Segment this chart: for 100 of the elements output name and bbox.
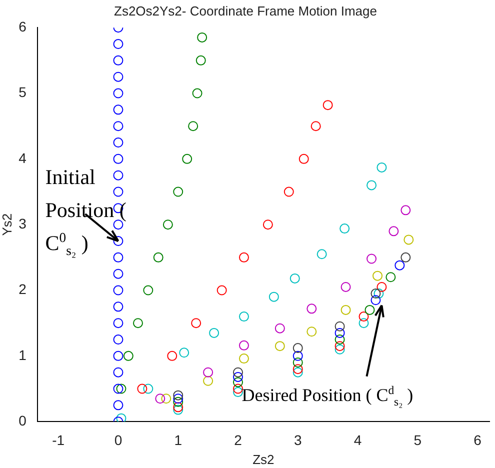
x-tick-label: 3 [294, 432, 302, 448]
point [137, 384, 148, 394]
point [143, 285, 154, 296]
point [400, 205, 411, 216]
point [173, 396, 184, 407]
point [262, 220, 273, 230]
point [182, 154, 192, 164]
point [232, 384, 243, 394]
y-tick-label: 2 [18, 281, 27, 298]
point [310, 121, 321, 132]
point [370, 295, 381, 306]
point [113, 55, 124, 66]
point [191, 318, 202, 328]
point [388, 226, 399, 236]
point [113, 236, 124, 246]
chart-title: Zs2Os2Ys2- Coordinate Frame Motion Image [114, 3, 377, 18]
point [196, 55, 206, 66]
point [340, 304, 351, 315]
point [334, 334, 345, 345]
point [306, 304, 317, 314]
point [113, 334, 124, 345]
y-tick-label: 3 [18, 215, 27, 232]
point [113, 400, 124, 410]
point [386, 272, 396, 282]
point [155, 394, 166, 404]
y-tick-label: 1 [18, 346, 27, 363]
point [197, 32, 208, 42]
point [334, 341, 345, 352]
point [203, 376, 214, 386]
point [376, 162, 387, 172]
point [173, 394, 184, 404]
point [306, 326, 317, 337]
point [400, 252, 411, 262]
point [292, 350, 303, 361]
point [404, 234, 414, 245]
point [116, 413, 126, 422]
point [268, 292, 279, 302]
point [113, 138, 124, 148]
point [334, 321, 345, 332]
point [113, 350, 124, 361]
x-tick-label: 6 [474, 432, 482, 448]
point [113, 384, 124, 394]
annotation: Initial Position ( C$^{0}$$_{s₂}$ ) [45, 164, 128, 260]
point [216, 285, 227, 296]
point [284, 186, 294, 197]
point [232, 387, 243, 398]
point [372, 270, 383, 281]
point [113, 104, 124, 115]
point [370, 288, 381, 299]
point [113, 39, 124, 50]
point [113, 302, 124, 312]
point [167, 350, 178, 361]
point [376, 282, 387, 292]
point [274, 341, 285, 352]
point [292, 343, 303, 354]
x-tick-label: 5 [414, 432, 422, 448]
y-tick-label: 5 [18, 84, 27, 100]
point [113, 367, 124, 378]
point [290, 273, 300, 284]
y-tick-label: 4 [18, 150, 27, 166]
point [203, 367, 214, 378]
point [322, 100, 333, 110]
point [113, 318, 124, 328]
x-tick-label: 0 [114, 432, 122, 448]
x-tick-label: 1 [174, 432, 182, 448]
y-axis-title: Ys2 [0, 213, 14, 236]
point [132, 318, 143, 328]
point [113, 285, 124, 296]
point [358, 318, 369, 328]
point [292, 367, 303, 378]
point [161, 394, 172, 404]
point [162, 220, 173, 230]
x-tick-label: 2 [234, 432, 242, 448]
point [238, 252, 249, 262]
point [340, 224, 350, 234]
point [292, 364, 303, 374]
point [394, 260, 405, 270]
point [113, 220, 124, 230]
point [298, 154, 309, 164]
point [366, 254, 377, 264]
point [340, 282, 351, 292]
point [173, 390, 184, 400]
point [364, 304, 375, 315]
point [179, 348, 190, 358]
point [173, 186, 184, 197]
y-tick-label: 6 [18, 18, 27, 34]
y-tick-label: 0 [18, 412, 27, 428]
point [292, 358, 303, 368]
x-axis-title: Zs2 [252, 452, 274, 467]
point [358, 312, 369, 322]
point [232, 372, 243, 382]
point [113, 154, 124, 164]
point [316, 249, 327, 260]
point [238, 312, 249, 322]
point [113, 268, 124, 279]
x-tick-label: -1 [52, 432, 65, 448]
point [113, 121, 124, 132]
point [274, 323, 285, 334]
point [192, 88, 202, 98]
point [113, 72, 124, 82]
